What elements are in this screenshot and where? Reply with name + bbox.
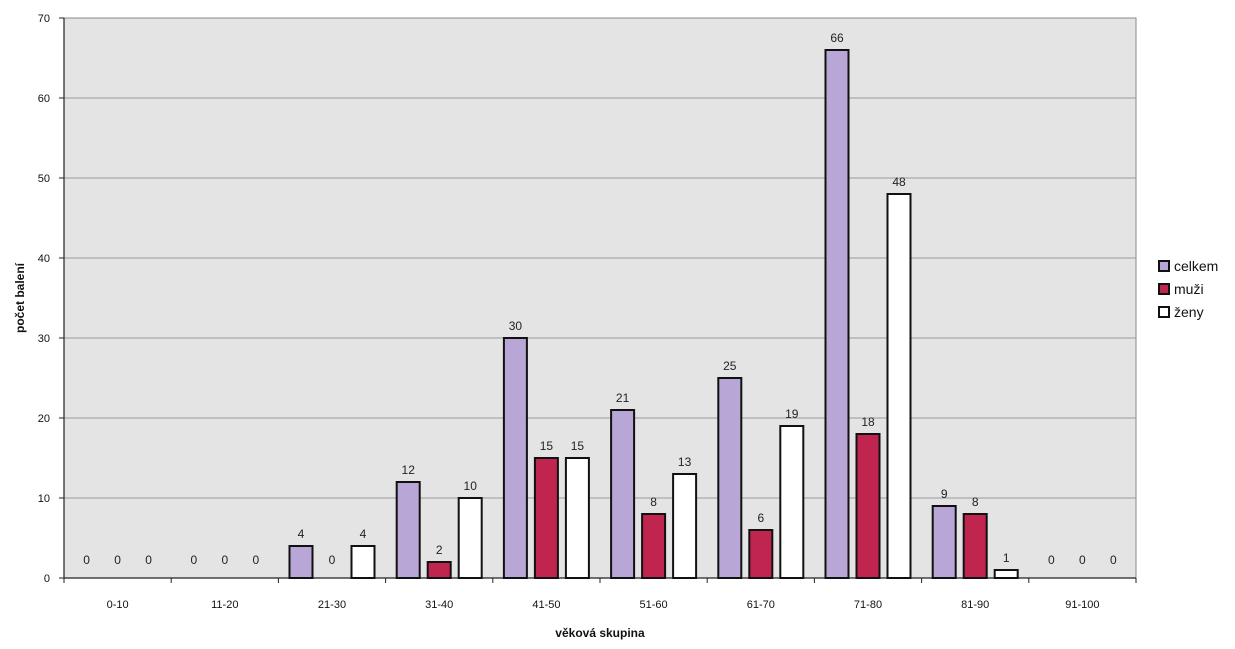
x-tick-label: 31-40	[425, 599, 453, 611]
data-label-muzi: 0	[114, 553, 121, 567]
data-label-muzi: 8	[972, 495, 979, 509]
y-tick-label: 50	[38, 173, 50, 185]
legend-item-zeny: ženy	[1158, 300, 1218, 323]
x-axis-title: věková skupina	[555, 626, 645, 640]
bar-celkem	[717, 377, 743, 579]
legend-swatch-muzi	[1158, 282, 1170, 295]
y-tick-label: 30	[38, 333, 50, 345]
data-label-zeny: 15	[571, 439, 585, 453]
y-axis-title: počet balení	[13, 262, 27, 333]
y-tick-label: 20	[38, 413, 50, 425]
y-tick-label: 70	[38, 13, 50, 25]
bar-zeny	[672, 473, 698, 579]
bar-zeny	[457, 497, 483, 579]
legend-item-muzi: muži	[1158, 277, 1218, 300]
data-label-muzi: 8	[650, 495, 657, 509]
legend-label-muzi: muži	[1174, 280, 1204, 297]
x-tick-label: 0-10	[107, 599, 129, 611]
bar-zeny	[564, 457, 590, 579]
data-label-zeny: 13	[678, 455, 692, 469]
legend-label-celkem: celkem	[1174, 257, 1219, 274]
data-label-zeny: 48	[892, 175, 906, 189]
legend-label-zeny: ženy	[1174, 303, 1204, 320]
data-label-celkem: 30	[509, 319, 523, 333]
data-label-celkem: 4	[298, 527, 305, 541]
x-tick-label: 21-30	[318, 599, 346, 611]
bar-celkem	[395, 481, 421, 579]
bar-muzi	[748, 529, 774, 579]
x-tick-label: 41-50	[532, 599, 560, 611]
legend-item-celkem: celkem	[1158, 254, 1218, 277]
data-label-zeny: 1	[1003, 551, 1010, 565]
data-label-muzi: 0	[329, 553, 336, 567]
legend-swatch-zeny	[1158, 305, 1170, 318]
data-label-zeny: 0	[1110, 553, 1117, 567]
data-label-muzi: 15	[540, 439, 554, 453]
x-tick-label: 71-80	[854, 599, 882, 611]
legend: celkem muži ženy	[1158, 254, 1218, 323]
bar-celkem	[610, 409, 636, 579]
data-label-muzi: 0	[1079, 553, 1086, 567]
data-label-celkem: 66	[830, 31, 844, 45]
x-tick-label: 51-60	[640, 599, 668, 611]
y-tick-label: 60	[38, 93, 50, 105]
data-label-zeny: 4	[360, 527, 367, 541]
data-label-zeny: 19	[785, 407, 799, 421]
bar-celkem	[502, 337, 528, 579]
bar-zeny	[350, 545, 376, 579]
data-label-celkem: 0	[190, 553, 197, 567]
data-label-zeny: 10	[464, 479, 478, 493]
data-label-celkem: 0	[1048, 553, 1055, 567]
legend-swatch-celkem	[1158, 259, 1170, 272]
bar-muzi	[962, 513, 988, 579]
y-tick-label: 40	[38, 253, 50, 265]
data-label-muzi: 0	[221, 553, 228, 567]
y-tick-label: 0	[44, 573, 50, 585]
data-label-muzi: 2	[436, 543, 443, 557]
plot-area	[64, 18, 1136, 578]
data-label-zeny: 0	[252, 553, 259, 567]
bar-celkem	[824, 49, 850, 579]
data-label-celkem: 25	[723, 359, 737, 373]
bar-muzi	[426, 561, 452, 579]
y-tick-label: 10	[38, 493, 50, 505]
bar-celkem	[931, 505, 957, 579]
data-label-muzi: 18	[861, 415, 875, 429]
bar-zeny	[779, 425, 805, 579]
data-label-muzi: 6	[757, 511, 764, 525]
x-tick-label: 81-90	[961, 599, 989, 611]
bar-muzi	[855, 433, 881, 579]
data-label-celkem: 0	[83, 553, 90, 567]
data-label-zeny: 0	[145, 553, 152, 567]
data-label-celkem: 12	[402, 463, 416, 477]
bar-muzi	[641, 513, 667, 579]
bar-muzi	[533, 457, 559, 579]
bar-zeny	[993, 569, 1019, 579]
bar-celkem	[288, 545, 314, 579]
bar-zeny	[886, 193, 912, 579]
x-tick-label: 11-20	[211, 599, 238, 611]
x-tick-label: 61-70	[747, 599, 775, 611]
data-label-celkem: 21	[616, 391, 630, 405]
data-label-celkem: 9	[941, 487, 948, 501]
x-tick-label: 91-100	[1065, 599, 1099, 611]
